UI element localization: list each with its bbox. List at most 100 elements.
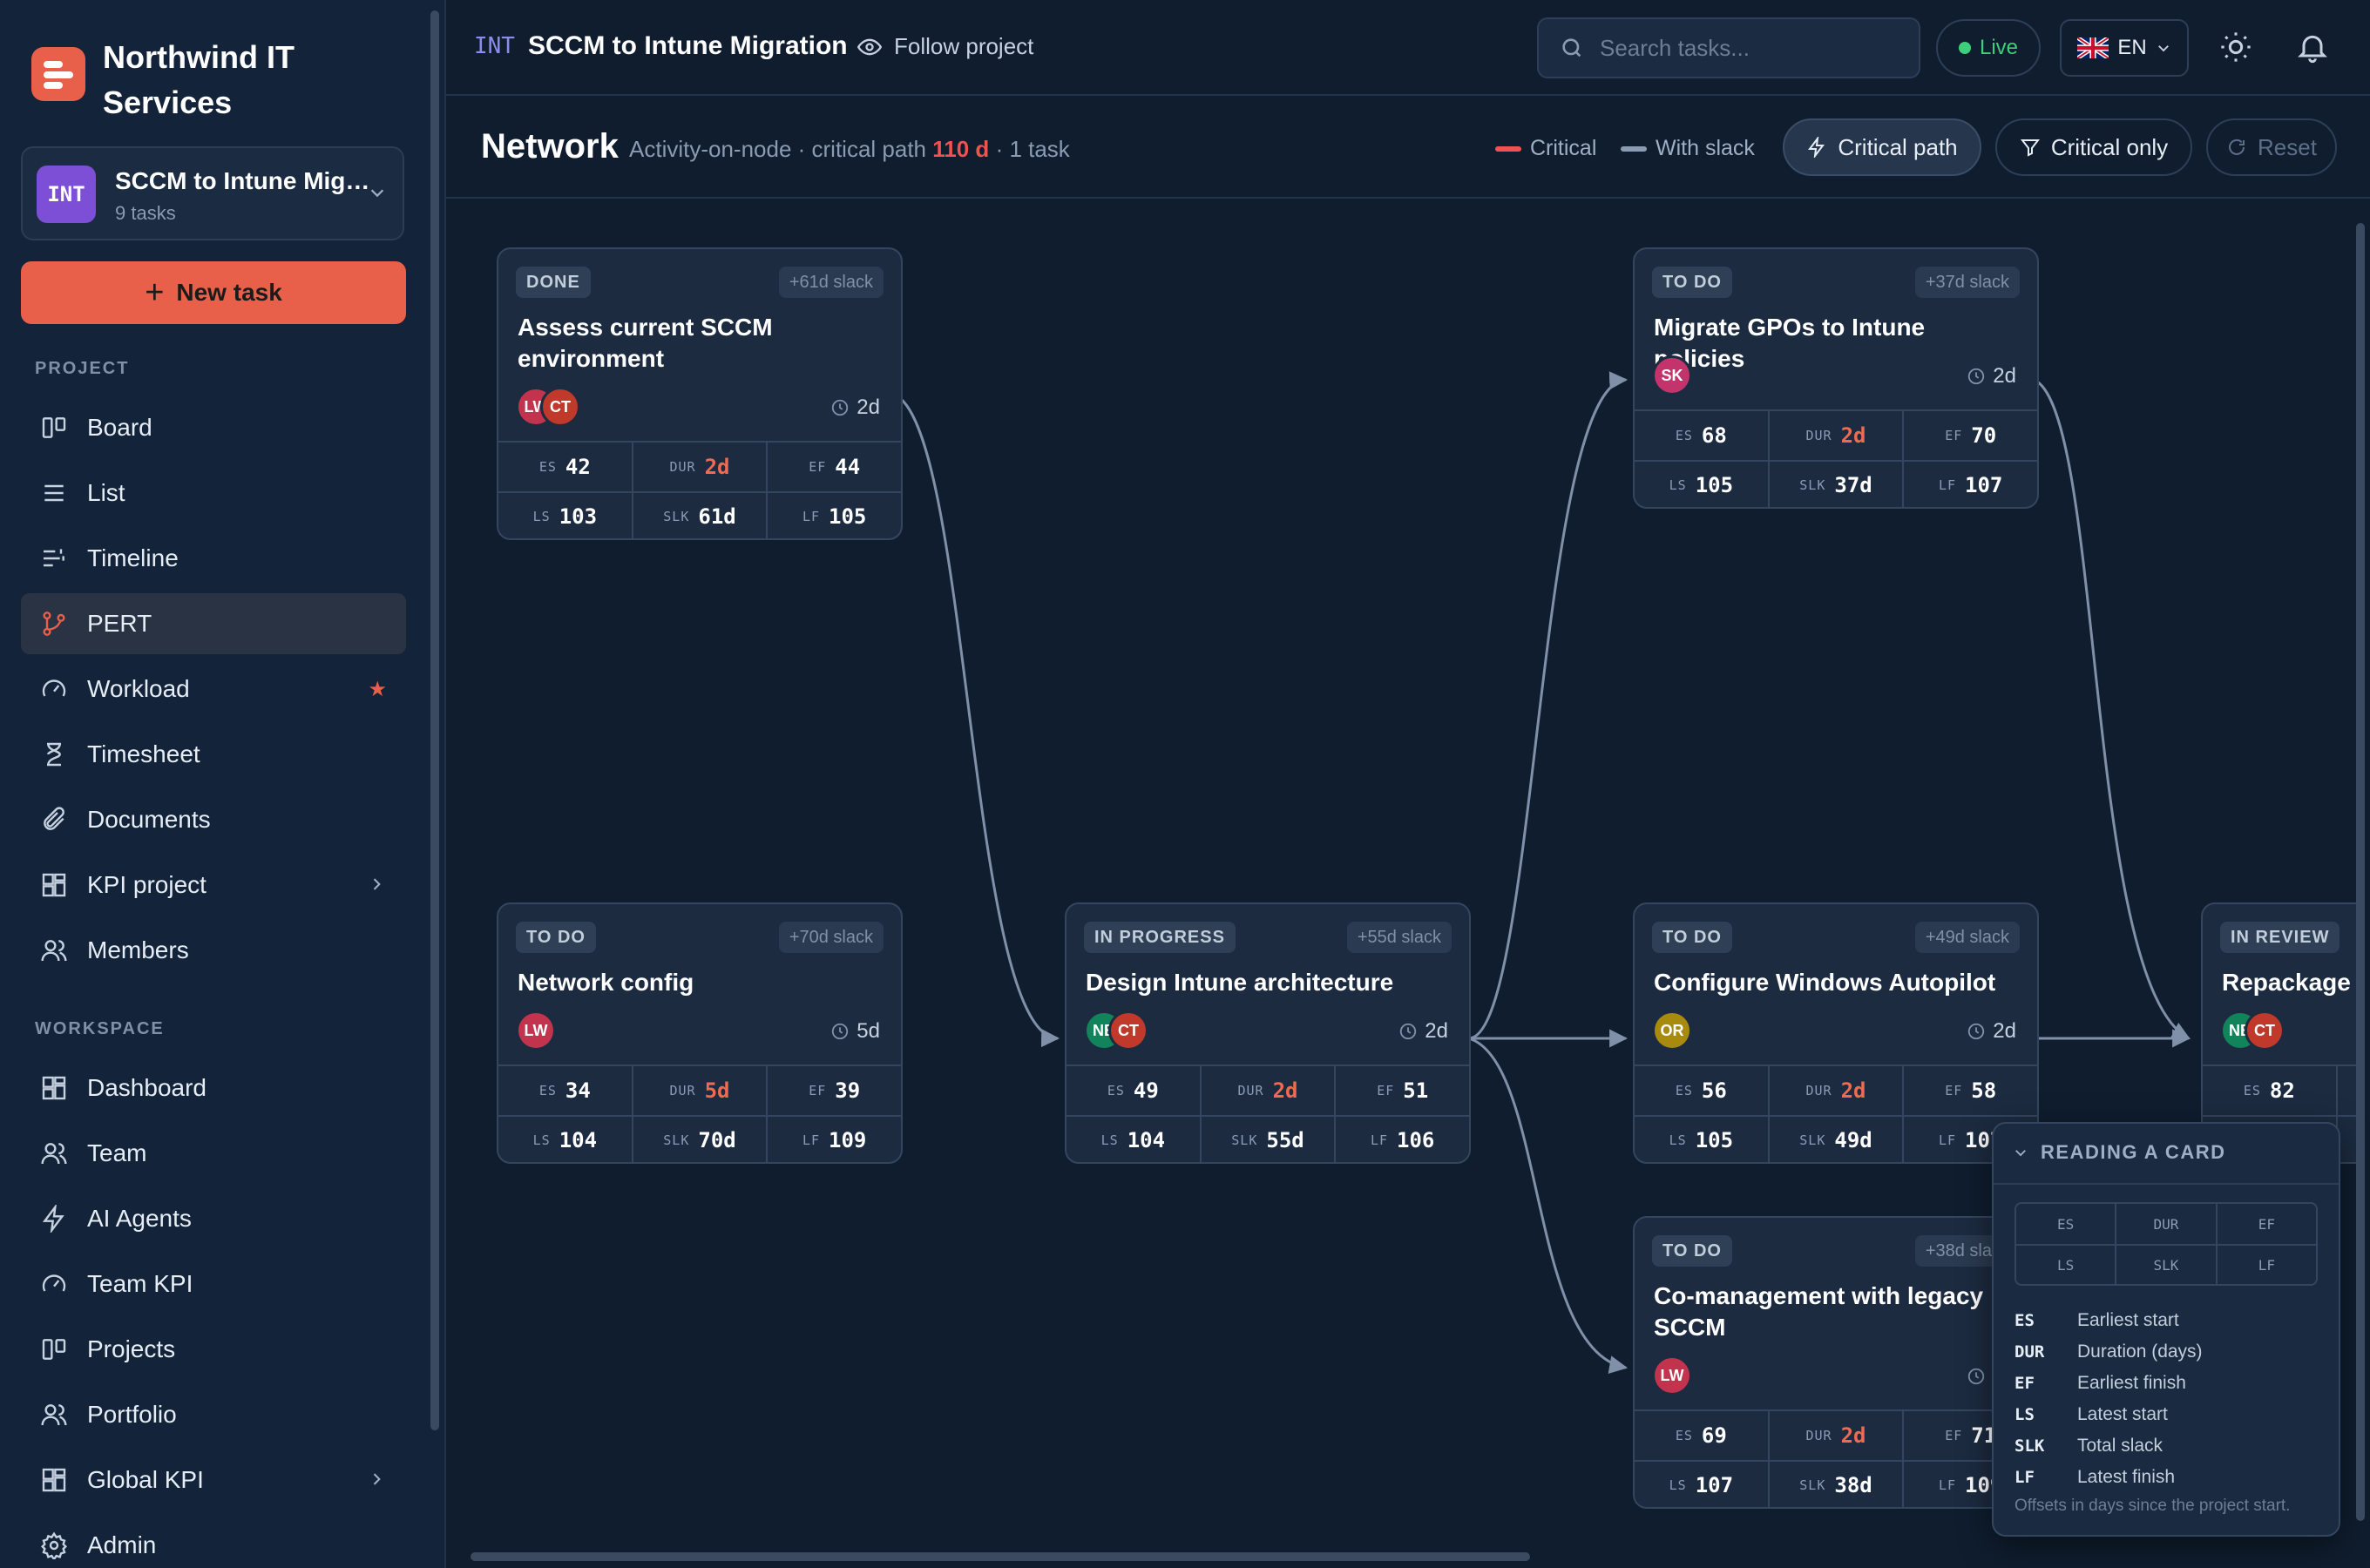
sidebar-item-timeline[interactable]: Timeline: [21, 528, 406, 589]
sidebar-item-members[interactable]: Members: [21, 920, 406, 981]
sidebar-item-documents[interactable]: Documents: [21, 789, 406, 850]
new-task-button[interactable]: + New task: [21, 261, 406, 324]
assignee-avatars: LW CT: [516, 387, 580, 427]
metric-key: DUR: [1805, 1083, 1832, 1098]
live-badge[interactable]: Live: [1936, 19, 2041, 77]
chevron-down-icon: [2157, 45, 2169, 52]
metric-value: 105: [1695, 1128, 1734, 1152]
notifications-bell-icon[interactable]: [2295, 30, 2330, 64]
sidebar-item-pert[interactable]: PERT: [21, 593, 406, 654]
avatar[interactable]: OR: [1652, 1010, 1692, 1051]
metric-key: ES: [538, 1083, 557, 1098]
sidebar-item-list[interactable]: List: [21, 463, 406, 524]
task-title: Assess current SCCM environment: [518, 314, 773, 372]
sidebar-item-admin[interactable]: Admin: [21, 1515, 406, 1568]
sidebar-item-portfolio[interactable]: Portfolio: [21, 1384, 406, 1445]
metric-key: EF: [1377, 1083, 1395, 1098]
sidebar-item-label: Projects: [87, 1335, 176, 1362]
metric-value: 2d: [1840, 423, 1866, 448]
sidebar-item-workload[interactable]: Workload ★: [21, 659, 406, 720]
metric-dur: DUR 5d: [631, 1066, 767, 1115]
brand[interactable]: Northwind IT Services: [31, 35, 364, 125]
metric-key: SLK: [1799, 1132, 1826, 1148]
canvas-horizontal-scrollbar[interactable]: [471, 1552, 1530, 1561]
sidebar-item-global-kpi[interactable]: Global KPI: [21, 1450, 406, 1511]
task-metrics-grid: ES 69 DUR 2d EF 71 LS 107 SLK 38d LF 109: [1635, 1409, 2037, 1507]
avatar[interactable]: SK: [1652, 355, 1692, 395]
critical-only-filter[interactable]: Critical only: [1995, 118, 2192, 176]
avatar[interactable]: LW: [1652, 1355, 1692, 1396]
sidebar-item-board[interactable]: Board: [21, 397, 406, 458]
metric-slk: SLK 70d: [631, 1117, 767, 1162]
task-duration: 2d: [1967, 1019, 2016, 1044]
sidebar-item-label: AI Agents: [87, 1205, 192, 1232]
page-title: SCCM to Intune Migration: [528, 31, 848, 60]
metric-ls: LS 107: [1635, 1462, 1768, 1507]
task-card-t5[interactable]: TO DO +49d slack Configure Windows Autopil…: [1633, 902, 2039, 1164]
definition-row: DUR Duration (days): [2014, 1336, 2203, 1368]
metric-key: EF: [1945, 1428, 1963, 1443]
canvas-vertical-scrollbar[interactable]: [2356, 223, 2365, 1521]
reset-button[interactable]: Reset: [2206, 118, 2337, 176]
metric-value: 104: [559, 1128, 598, 1152]
metric-value: 70d: [698, 1128, 736, 1152]
avatar[interactable]: CT: [1108, 1010, 1148, 1051]
metric-ls: LS 105: [1635, 462, 1768, 507]
status-badge: DONE: [516, 267, 591, 298]
project-task-count: 9 tasks: [115, 202, 176, 224]
view-meta: Activity-on-node · critical path 110 d ·…: [629, 136, 1070, 163]
metric-key: EF: [809, 1083, 827, 1098]
definition-row: EF Earliest finish: [2014, 1368, 2203, 1399]
sidebar-item-label: Workload: [87, 675, 190, 702]
sidebar-item-ai-agents[interactable]: AI Agents: [21, 1188, 406, 1249]
avatar[interactable]: CT: [2245, 1010, 2285, 1051]
sidebar-item-label: Team: [87, 1139, 147, 1166]
language-select[interactable]: EN: [2060, 19, 2189, 77]
sidebar-item-dashboard[interactable]: Dashboard: [21, 1058, 406, 1119]
metric-es: ES 42: [498, 443, 632, 491]
avatar[interactable]: CT: [540, 387, 580, 427]
task-card-t1[interactable]: DONE +61d slack Assess current SCCM enviro…: [497, 247, 903, 540]
follow-project-button[interactable]: Follow project: [857, 33, 1033, 60]
project-switcher[interactable]: INT SCCM to Intune Mig… 9 tasks: [21, 146, 404, 240]
reset-label: Reset: [2258, 133, 2317, 160]
clock-icon: [1400, 1023, 1417, 1040]
follow-project-label: Follow project: [894, 33, 1034, 59]
task-card-t4[interactable]: TO DO +37d slack Migrate GPOs to Intune po…: [1633, 247, 2039, 509]
task-card-t3[interactable]: IN PROGRESS +55d slack Design Intune archi…: [1065, 902, 1471, 1164]
metric-dur: DUR 2d: [631, 443, 767, 491]
search-icon: [1562, 38, 1581, 57]
sidebar-item-label: Portfolio: [87, 1401, 177, 1428]
plus-icon: +: [145, 274, 165, 311]
metric-dur: DUR: [2335, 1066, 2356, 1115]
live-label: Live: [1979, 36, 2019, 59]
task-duration: 2d: [1967, 364, 2016, 389]
sidebar-item-timesheet[interactable]: Timesheet: [21, 724, 406, 785]
brand-name: Northwind IT Services: [103, 39, 295, 120]
metric-es: ES 49: [1066, 1066, 1200, 1115]
search-input[interactable]: [1600, 34, 1896, 62]
task-card-t6[interactable]: TO DO +38d slack Co-management with legacy…: [1633, 1216, 2039, 1509]
reading-panel-toggle[interactable]: READING A CARD: [2013, 1141, 2225, 1164]
definition-key: DUR: [2014, 1342, 2045, 1362]
eye-icon: [857, 38, 882, 55]
bolt-icon: [38, 1203, 70, 1234]
pert-canvas[interactable]: DONE +61d slack Assess current SCCM enviro…: [448, 200, 2356, 1559]
slack-badge: +49d slack: [1914, 922, 2020, 953]
sidebar-item-kpi-project[interactable]: KPI project: [21, 855, 406, 916]
critical-path-toggle[interactable]: Critical path: [1783, 118, 1981, 176]
sidebar-scrollbar[interactable]: [430, 10, 439, 1430]
metric-key: LF: [1938, 1132, 1957, 1148]
search-box[interactable]: [1537, 17, 1920, 78]
metric-key: LF: [1938, 477, 1957, 493]
metric-value: 68: [1701, 423, 1727, 448]
sidebar-item-team[interactable]: Team: [21, 1123, 406, 1184]
avatar[interactable]: LW: [516, 1010, 556, 1051]
view-meta-prefix: Activity-on-node · critical path: [629, 136, 927, 162]
sidebar-item-projects[interactable]: Projects: [21, 1319, 406, 1380]
theme-toggle-sun-icon[interactable]: [2218, 30, 2253, 64]
sidebar-item-team-kpi[interactable]: Team KPI: [21, 1254, 406, 1315]
edge-assess-to-design: [899, 397, 1060, 1047]
task-card-t2[interactable]: TO DO +70d slack Network config LW 5d ES 34 DUR…: [497, 902, 903, 1164]
